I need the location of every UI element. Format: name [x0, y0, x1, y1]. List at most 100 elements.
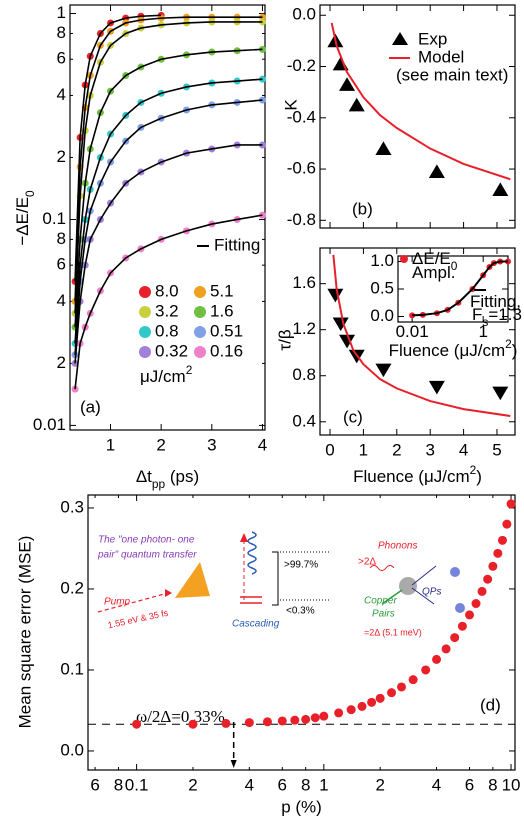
y-tick-label: 4	[57, 291, 66, 310]
model-line	[330, 22, 511, 181]
legend-label: 0.8	[155, 321, 179, 340]
data-point	[488, 561, 498, 571]
y-tick-label: 8	[57, 23, 66, 42]
fraction-low: <0.3%	[286, 606, 315, 617]
x-tick-label: 3	[207, 436, 216, 455]
pairs-label: Pairs	[372, 609, 395, 620]
x-tick-label: 0.01	[396, 322, 429, 341]
y-tick-label: 1.2	[292, 319, 316, 338]
data-point	[375, 693, 385, 703]
y-tick-label: 0.0	[60, 740, 84, 759]
bracket	[272, 551, 279, 606]
data-point	[432, 654, 442, 664]
legend-label: 3.2	[155, 301, 179, 320]
data-point	[428, 380, 445, 395]
y-tick-label: 1	[57, 3, 66, 22]
x-tick-label: 5	[492, 441, 501, 460]
schematic-title: The "one photon- one	[98, 535, 195, 546]
y-tick-label: 0.1	[60, 659, 84, 678]
fraction-high: >99.7%	[284, 560, 318, 571]
data-point	[188, 719, 198, 729]
y-tick-label: 8	[57, 229, 66, 248]
y-axis-label-part: −ΔE/E	[13, 197, 32, 246]
legend-label: ΔE/E0	[412, 249, 458, 273]
legend-label-part: =1.3	[488, 305, 522, 324]
fit-line	[74, 14, 162, 282]
data-point	[310, 713, 320, 723]
fit-line	[74, 21, 263, 314]
pump-spec: 1.55 eV & 35 fs	[107, 608, 170, 631]
phonons-label: Phonons	[378, 541, 417, 552]
y-tick-label: 0.8	[292, 365, 316, 384]
plot-frame	[319, 247, 516, 436]
data-point	[441, 644, 451, 654]
legend-label-part: 0	[451, 259, 458, 273]
data-point	[408, 675, 418, 685]
x-axis-label-part: 2	[470, 463, 477, 477]
panel-label: (d)	[480, 695, 501, 714]
x-tick-label: 0.1	[125, 776, 149, 795]
legend-label: Fs=1.3	[472, 305, 522, 329]
data-point	[290, 715, 300, 725]
x-axis-label-part: 2	[505, 337, 512, 351]
x-tick-label: 3	[425, 441, 434, 460]
y-axis-label: K	[281, 99, 300, 111]
plot-frame	[319, 4, 516, 229]
data-point	[483, 574, 493, 584]
y-tick-label: 0.0	[292, 5, 316, 24]
data-point	[506, 499, 516, 509]
data-point	[277, 716, 287, 726]
y-tick-label: 0.5	[370, 278, 394, 297]
legend-unit: μJ/cm2	[140, 363, 193, 386]
data-point	[332, 317, 349, 332]
y-tick-label: 0.3	[60, 497, 84, 516]
data-point	[492, 182, 509, 196]
model-line	[412, 260, 508, 317]
legend-marker	[194, 346, 206, 358]
legend-label: Fitting,	[470, 292, 521, 311]
data-point	[334, 708, 344, 718]
x-axis-label: Fluence (μJ/cm2)	[353, 463, 482, 486]
data-point	[471, 599, 481, 609]
legend-unit-part: μJ/cm	[140, 367, 186, 386]
fit-line	[74, 48, 263, 328]
legend-marker	[400, 255, 408, 263]
fit-line	[74, 214, 263, 390]
legend-label: 5.1	[210, 281, 234, 300]
x-tick-label: 8	[488, 776, 497, 795]
y-tick-label: -0.2	[287, 56, 316, 75]
x-axis-label-part: pp	[152, 477, 166, 491]
y-tick-label: 0.01	[33, 415, 66, 434]
fit-line	[74, 144, 263, 364]
legend-label: Fitting	[214, 235, 260, 254]
legend-label-part: s	[482, 315, 488, 329]
schematic: The "one photon- one pair" quantum trans…	[97, 531, 465, 637]
x-tick-label: 10	[502, 776, 521, 795]
x-tick-label: 1	[319, 776, 328, 795]
legend-marker	[392, 32, 408, 45]
legend-marker	[194, 286, 206, 298]
legend-label-part: F	[472, 305, 482, 324]
y-tick-label: 4	[57, 85, 66, 104]
data-point	[457, 621, 467, 631]
x-tick-label: 6	[90, 776, 99, 795]
legend-marker	[139, 326, 151, 338]
data-point	[450, 633, 460, 643]
legend-label-part: ΔE/E	[412, 249, 451, 268]
fit-line	[74, 16, 263, 302]
phonon-wave	[369, 565, 395, 571]
pump-arrow	[97, 592, 169, 613]
x-tick-label: 8	[114, 776, 123, 795]
y-axis-label: −ΔE/E0	[13, 190, 37, 246]
qp-blob	[450, 567, 460, 577]
x-axis-label-part: )	[512, 341, 518, 360]
qp-arrow	[411, 587, 435, 605]
x-tick-label: 2	[375, 776, 384, 795]
legend-marker	[139, 286, 151, 298]
data-point	[493, 548, 503, 558]
y-tick-label: 0.4	[292, 411, 316, 430]
legend-marker	[139, 346, 151, 358]
x-axis-label-part: )	[476, 467, 482, 486]
arrow-head	[165, 589, 172, 597]
